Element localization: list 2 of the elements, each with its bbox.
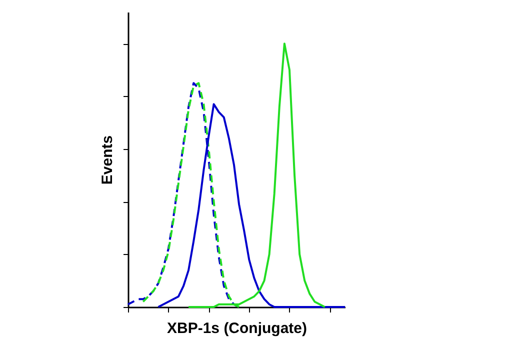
- y-axis-title: Events: [99, 135, 116, 185]
- x-axis-title: XBP-1s (Conjugate): [166, 320, 308, 337]
